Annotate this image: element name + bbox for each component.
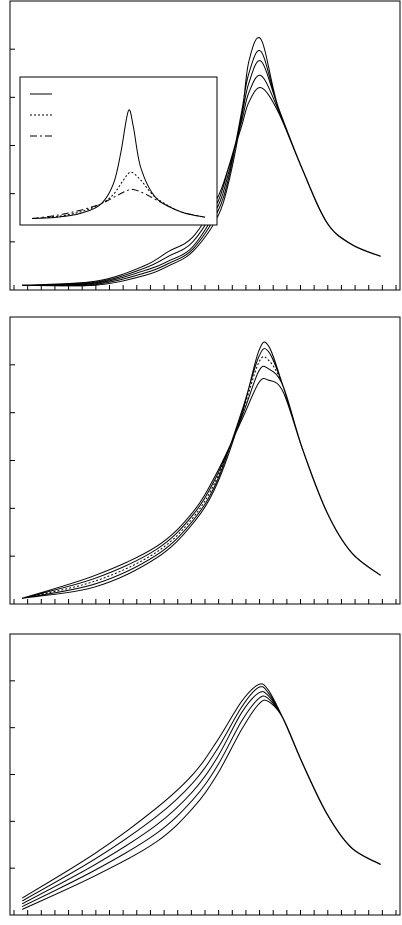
middle-series-2 [22,348,381,599]
middle-series-3 [22,356,381,599]
inset-series-2 [31,171,206,219]
bottom-series-1 [21,683,381,899]
middle-plot-frame [9,316,401,605]
bottom-plot-frame [9,633,401,916]
chart-panel-top [9,0,401,291]
bottom-series-2 [21,686,381,902]
chart-panel-bottom [9,633,401,916]
top-series-5 [22,87,381,286]
middle-series-4 [22,365,381,599]
inset-frame [19,76,218,226]
bottom-series-5 [21,699,381,910]
middle-series-5 [22,378,381,599]
inset-chart [19,76,218,226]
middle-series-1 [22,341,381,599]
chart-panel-middle [9,316,401,605]
